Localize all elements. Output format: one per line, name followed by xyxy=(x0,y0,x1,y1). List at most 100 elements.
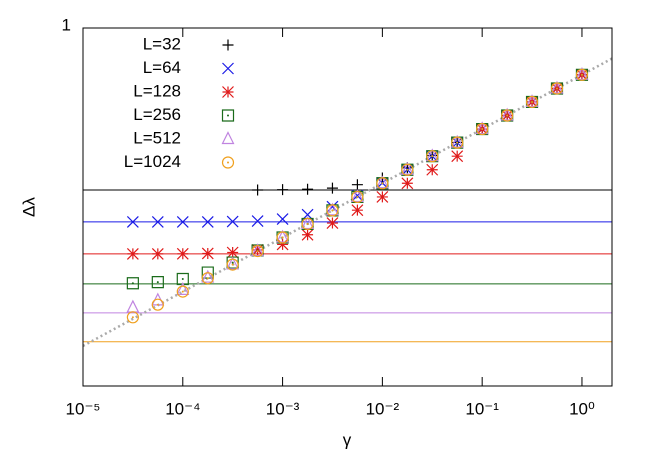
x-tick-label: 10⁻² xyxy=(366,399,400,418)
marker xyxy=(226,258,239,271)
marker-dot xyxy=(181,277,184,280)
marker xyxy=(251,243,265,257)
marker xyxy=(475,121,489,135)
marker-shape xyxy=(151,298,164,311)
marker xyxy=(221,131,235,145)
marker-shape xyxy=(176,247,189,260)
marker-shape xyxy=(221,156,235,169)
marker xyxy=(151,275,164,289)
marker xyxy=(375,175,389,189)
marker-shape xyxy=(400,161,414,175)
marker-shape xyxy=(575,68,589,81)
marker xyxy=(221,109,235,122)
marker-shape xyxy=(176,272,189,286)
marker xyxy=(222,86,234,98)
marker xyxy=(425,148,439,162)
marker-shape xyxy=(226,215,239,228)
marker-shape xyxy=(226,258,239,271)
marker xyxy=(301,216,315,230)
marker-shape xyxy=(251,244,264,258)
marker-shape xyxy=(201,272,214,285)
marker-shape xyxy=(276,229,290,243)
marker xyxy=(426,163,439,176)
x-axis-label: γ xyxy=(343,430,352,449)
marker xyxy=(222,39,234,51)
marker xyxy=(550,80,564,94)
marker xyxy=(251,215,264,227)
marker-shape xyxy=(451,136,464,149)
marker-dot xyxy=(156,303,159,306)
marker xyxy=(221,156,235,169)
marker-shape xyxy=(201,247,214,260)
marker-shape xyxy=(501,109,514,122)
marker-shape xyxy=(450,134,464,148)
marker-shape xyxy=(500,107,514,121)
marker xyxy=(450,134,464,148)
marker xyxy=(151,298,164,311)
marker-shape xyxy=(126,215,139,228)
marker-dot xyxy=(231,261,234,264)
marker xyxy=(325,202,339,216)
marker-shape xyxy=(425,148,439,162)
marker xyxy=(575,66,589,80)
marker-shape xyxy=(222,62,234,75)
marker-shape xyxy=(575,66,589,80)
marker-shape xyxy=(525,95,539,109)
marker-shape xyxy=(226,256,240,270)
marker-shape xyxy=(126,247,139,260)
marker xyxy=(302,183,314,195)
marker xyxy=(451,150,464,163)
marker-shape xyxy=(251,215,264,227)
marker xyxy=(351,204,364,217)
marker xyxy=(176,282,190,295)
marker-dot xyxy=(406,168,409,171)
marker-dot xyxy=(131,282,134,285)
marker-shape xyxy=(221,109,235,122)
fit-line xyxy=(83,57,612,348)
plot-area xyxy=(83,57,612,348)
x-tick-label: 10⁻⁵ xyxy=(66,399,101,418)
legend-label: L=256 xyxy=(133,105,181,124)
marker-dot xyxy=(531,100,534,103)
marker-shape xyxy=(276,213,289,226)
marker-shape xyxy=(401,177,414,190)
x-tick-label: 10⁻¹ xyxy=(465,399,499,418)
marker xyxy=(326,182,338,194)
marker-shape xyxy=(176,285,189,298)
marker xyxy=(126,299,140,313)
marker-shape xyxy=(351,179,363,191)
marker-dot xyxy=(281,236,284,239)
marker xyxy=(451,136,464,149)
marker xyxy=(276,213,289,226)
marker-shape xyxy=(126,311,139,324)
marker xyxy=(401,163,414,176)
legend-label: L=128 xyxy=(133,81,181,100)
marker xyxy=(476,122,489,136)
legend-label: L=64 xyxy=(143,58,181,77)
marker-shape xyxy=(151,215,164,228)
marker-shape xyxy=(251,243,265,257)
marker-shape xyxy=(376,190,389,203)
marker xyxy=(201,247,214,260)
marker xyxy=(176,285,189,298)
marker xyxy=(222,62,234,75)
marker xyxy=(151,215,164,228)
marker-shape xyxy=(221,131,235,145)
marker-shape xyxy=(151,275,164,289)
marker xyxy=(500,107,514,121)
marker-shape xyxy=(550,82,564,95)
marker-dot xyxy=(580,73,583,76)
marker xyxy=(301,228,314,241)
marker xyxy=(575,68,589,81)
marker xyxy=(351,190,364,204)
marker-dot xyxy=(356,195,359,198)
marker-shape xyxy=(226,246,239,259)
marker-shape xyxy=(126,299,140,313)
marker-shape xyxy=(176,215,189,228)
marker-dot xyxy=(206,277,209,280)
marker xyxy=(126,311,139,324)
marker-shape xyxy=(176,282,190,295)
marker-dot xyxy=(256,250,259,253)
marker-dot xyxy=(306,222,309,225)
marker-dot xyxy=(227,161,229,164)
